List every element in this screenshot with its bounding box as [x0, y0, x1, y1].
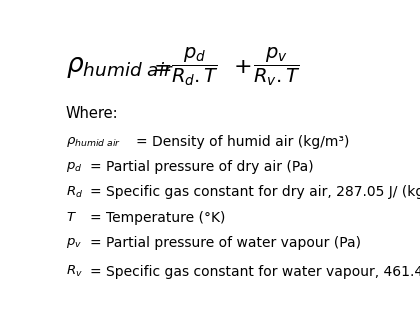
- Text: $p_v$: $p_v$: [66, 236, 81, 250]
- Text: = Specific gas constant for dry air, 287.05 J/ (kg.K): = Specific gas constant for dry air, 287…: [90, 185, 420, 199]
- Text: $\dfrac{p_d}{R_d.T}$: $\dfrac{p_d}{R_d.T}$: [171, 46, 219, 88]
- Text: = Density of humid air (kg/m³): = Density of humid air (kg/m³): [136, 135, 349, 148]
- Text: = Partial pressure of dry air (Pa): = Partial pressure of dry air (Pa): [90, 160, 314, 174]
- Text: = Temperature (°K): = Temperature (°K): [90, 211, 225, 225]
- Text: $R_d$: $R_d$: [66, 185, 83, 200]
- Text: Where:: Where:: [66, 106, 118, 120]
- Text: $\rho_{humid\ air}$: $\rho_{humid\ air}$: [66, 135, 121, 148]
- Text: $p_d$: $p_d$: [66, 160, 82, 174]
- Text: $\dfrac{p_v}{R_v.T}$: $\dfrac{p_v}{R_v.T}$: [253, 46, 300, 88]
- Text: $T$: $T$: [66, 211, 76, 224]
- Text: $+$: $+$: [233, 57, 252, 77]
- Text: = Specific gas constant for water vapour, 461.495 J/ (kg.K): = Specific gas constant for water vapour…: [90, 265, 420, 279]
- Text: $R_v$: $R_v$: [66, 264, 82, 279]
- Text: $\rho_{\mathit{humid\ air}}$: $\rho_{\mathit{humid\ air}}$: [66, 54, 173, 80]
- Text: $=$: $=$: [149, 57, 171, 77]
- Text: = Partial pressure of water vapour (Pa): = Partial pressure of water vapour (Pa): [90, 236, 361, 250]
